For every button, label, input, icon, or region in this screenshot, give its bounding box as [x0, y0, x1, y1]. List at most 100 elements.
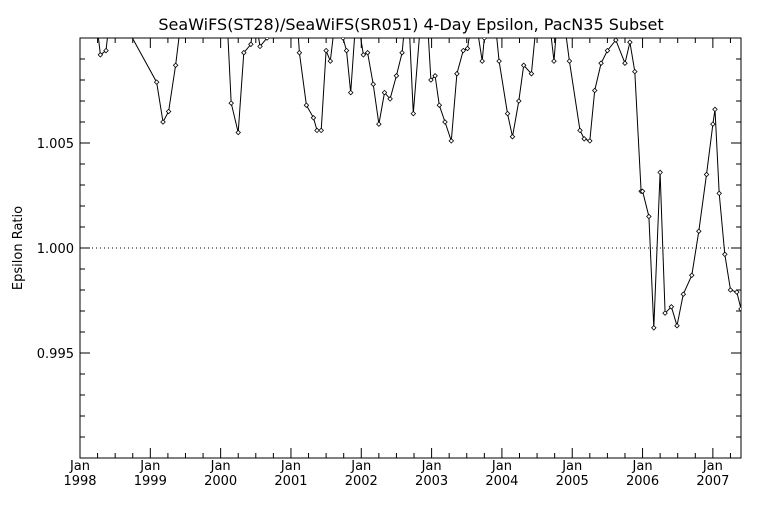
- data-point: [347, 89, 354, 96]
- x-tick-label-year: 2001: [274, 474, 307, 489]
- data-point: [314, 127, 320, 134]
- data-point: [360, 52, 367, 58]
- data-point: [454, 70, 460, 77]
- data-point: [370, 81, 376, 87]
- x-tick-label-month: Jan: [139, 459, 160, 474]
- x-tick-label-year: 2006: [626, 474, 659, 489]
- data-point: [651, 325, 657, 331]
- data-point: [668, 304, 675, 310]
- data-point: [252, 9, 256, 13]
- data-point: [109, 0, 113, 2]
- data-point: [93, 11, 97, 15]
- data-point: [160, 119, 166, 125]
- data-point: [354, 9, 358, 13]
- data-point: [577, 127, 583, 134]
- x-tick-label-year: 1998: [63, 474, 96, 489]
- data-point: [604, 47, 611, 54]
- data-point: [734, 289, 740, 295]
- y-tick-label: 1.000: [37, 242, 74, 257]
- y-axis-ticks: 0.995 1.000 1.005: [37, 37, 741, 459]
- x-tick-label-year: 1999: [134, 474, 167, 489]
- data-point: [464, 45, 471, 52]
- data-point: [241, 49, 247, 56]
- data-point: [393, 73, 400, 79]
- data-point: [436, 102, 443, 108]
- data-point: [420, 4, 424, 8]
- data-point: [432, 73, 438, 79]
- data-point: [448, 138, 455, 144]
- data-point: [646, 213, 652, 220]
- series-epsilon-ratio: [93, 0, 741, 331]
- data-point: [248, 41, 254, 48]
- data-point: [722, 251, 728, 258]
- data-point: [481, 38, 488, 41]
- data-point: [710, 121, 716, 127]
- x-tick-label-year: 2002: [345, 474, 378, 489]
- x-tick-label-year: 2004: [485, 474, 518, 489]
- data-point: [509, 133, 516, 140]
- data-point: [310, 115, 317, 121]
- data-point: [235, 129, 241, 136]
- data-point: [327, 58, 334, 64]
- data-point: [228, 100, 234, 106]
- data-point: [696, 228, 702, 234]
- data-point: [460, 47, 467, 54]
- data-point: [165, 108, 172, 115]
- data-point: [97, 52, 104, 58]
- data-point: [428, 77, 434, 83]
- data-point: [674, 322, 680, 329]
- data-point: [410, 110, 417, 117]
- data-point: [472, 4, 476, 8]
- y-tick-label: 0.995: [37, 347, 74, 362]
- data-point: [504, 110, 511, 117]
- data-point: [738, 306, 741, 312]
- data-point: [303, 102, 310, 108]
- data-point: [622, 60, 628, 66]
- x-tick-label-year: 2007: [696, 474, 729, 489]
- data-point: [703, 171, 710, 178]
- data-point: [296, 49, 303, 56]
- x-tick-label-month: Jan: [421, 459, 442, 474]
- data-point: [587, 138, 593, 144]
- data-point: [387, 96, 393, 102]
- x-tick-label-year: 2005: [556, 474, 589, 489]
- data-point: [566, 58, 573, 64]
- x-tick-label-month: Jan: [561, 459, 582, 474]
- data-point: [103, 47, 109, 54]
- x-tick-label-month: Jan: [210, 459, 231, 474]
- plot-frame: [79, 37, 742, 459]
- x-tick-label-month: Jan: [632, 459, 653, 474]
- data-point: [340, 38, 346, 41]
- data-point: [662, 310, 668, 316]
- data-point: [528, 70, 535, 77]
- data-point: [556, 4, 560, 8]
- chart-title: SeaWiFS(ST28)/SeaWiFS(SR051) 4-Day Epsil…: [158, 15, 663, 34]
- x-tick-label-month: Jan: [350, 459, 371, 474]
- data-point: [364, 49, 371, 56]
- data-point: [153, 79, 160, 85]
- x-tick-label-year: 2003: [415, 474, 448, 489]
- data-point: [376, 121, 382, 127]
- data-point: [399, 49, 405, 56]
- data-point: [479, 58, 485, 64]
- series-line: [97, 38, 741, 328]
- y-tick-label: 1.005: [37, 137, 74, 152]
- x-tick-label-month: Jan: [702, 459, 723, 474]
- data-point: [627, 39, 633, 45]
- x-tick-label-month: Jan: [280, 459, 301, 474]
- data-point: [716, 190, 722, 197]
- data-point: [516, 98, 522, 104]
- data-point: [343, 47, 350, 54]
- data-point: [172, 62, 179, 69]
- data-point: [381, 89, 388, 96]
- x-axis-ticks: Jan1998Jan1999Jan2000Jan2001Jan2002Jan20…: [63, 38, 731, 489]
- data-point: [551, 58, 557, 64]
- data-point: [613, 38, 619, 43]
- data-point: [632, 68, 638, 75]
- data-point: [323, 47, 329, 54]
- x-tick-label-year: 2000: [204, 474, 237, 489]
- data-point: [520, 62, 527, 69]
- x-tick-label-month: Jan: [491, 459, 512, 474]
- data-point: [581, 136, 587, 142]
